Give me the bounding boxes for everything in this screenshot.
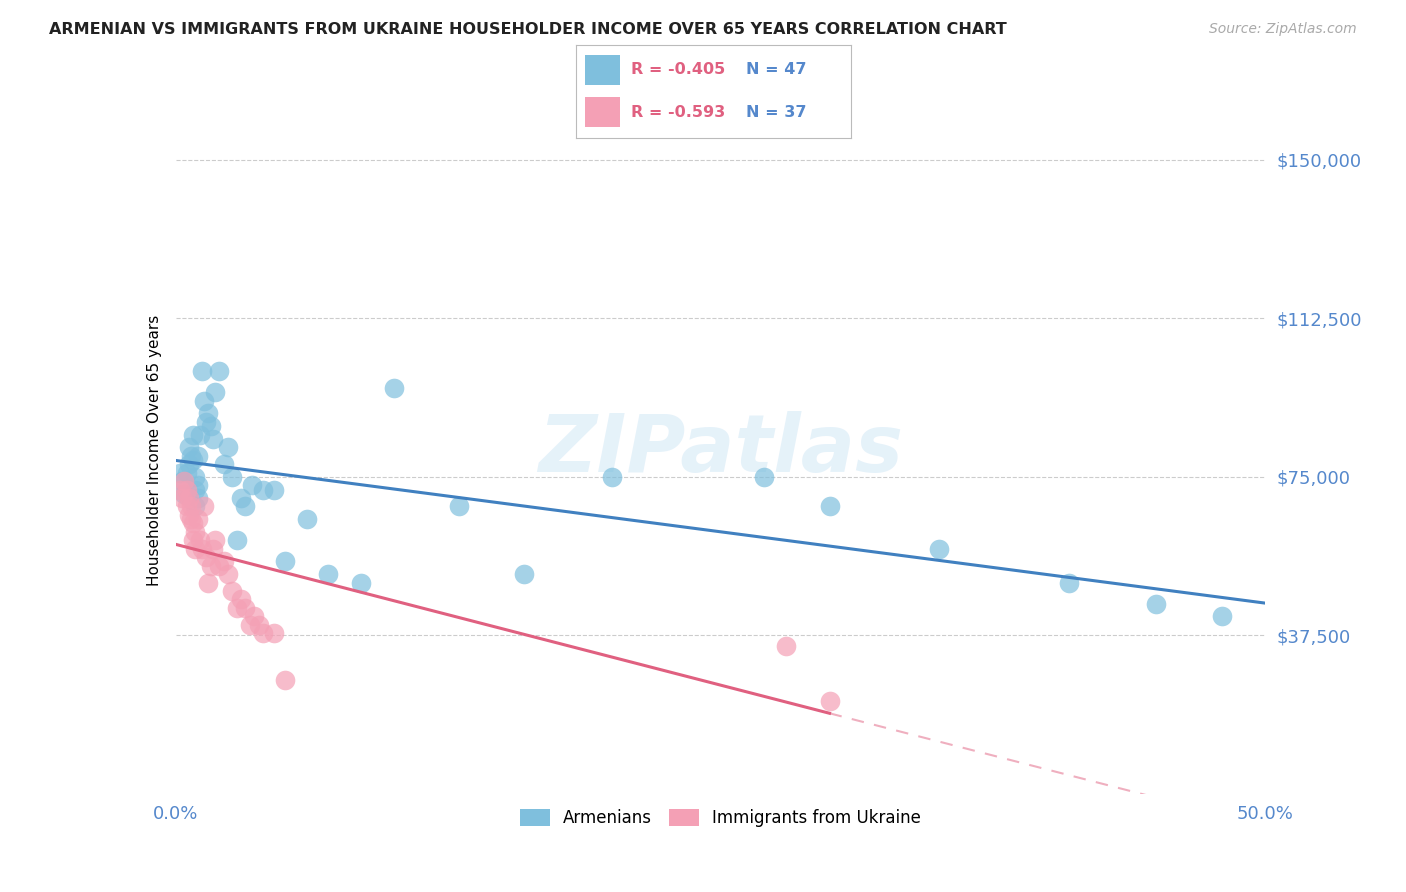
Point <box>173 487 195 501</box>
Text: Source: ZipAtlas.com: Source: ZipAtlas.com <box>1209 22 1357 37</box>
Y-axis label: Householder Income Over 65 years: Householder Income Over 65 years <box>146 315 162 586</box>
Point <box>186 449 209 463</box>
Point <box>212 554 235 568</box>
Point <box>188 533 211 548</box>
Point <box>217 567 239 582</box>
Point <box>176 483 198 497</box>
Point <box>181 453 204 467</box>
Point <box>197 575 219 590</box>
Point <box>252 483 274 497</box>
Point <box>212 457 235 471</box>
Point <box>1144 597 1167 611</box>
Point <box>193 393 215 408</box>
Point <box>180 500 202 514</box>
Text: ARMENIAN VS IMMIGRANTS FROM UKRAINE HOUSEHOLDER INCOME OVER 65 YEARS CORRELATION: ARMENIAN VS IMMIGRANTS FROM UKRAINE HOUS… <box>49 22 1007 37</box>
Point <box>235 500 257 514</box>
Point <box>295 512 318 526</box>
Point <box>195 550 218 565</box>
Point <box>186 491 209 505</box>
Point <box>193 500 215 514</box>
Point <box>928 541 950 556</box>
Point <box>1057 575 1080 590</box>
Text: ZIPatlas: ZIPatlas <box>538 411 903 490</box>
Point <box>186 478 209 492</box>
Point <box>200 419 222 434</box>
Point <box>176 500 198 514</box>
Point <box>225 601 247 615</box>
Point <box>184 483 207 497</box>
Point <box>382 381 405 395</box>
Point <box>184 470 207 484</box>
Point <box>247 617 270 632</box>
Point <box>181 533 204 548</box>
Point <box>172 474 194 488</box>
Text: R = -0.593: R = -0.593 <box>631 104 725 120</box>
Point <box>274 554 297 568</box>
Point <box>263 626 285 640</box>
Point <box>188 427 211 442</box>
Point <box>447 500 470 514</box>
Point <box>263 483 285 497</box>
Point <box>177 491 200 505</box>
Point <box>243 609 266 624</box>
Point <box>350 575 373 590</box>
Point <box>176 466 198 480</box>
Point <box>177 508 200 522</box>
Point <box>180 449 202 463</box>
Point <box>169 466 191 480</box>
Point <box>235 601 257 615</box>
Point <box>252 626 274 640</box>
Point <box>239 617 262 632</box>
Point <box>754 470 776 484</box>
Point <box>1211 609 1233 624</box>
Text: N = 47: N = 47 <box>747 62 807 78</box>
Point <box>195 415 218 429</box>
Point <box>191 364 214 378</box>
Text: N = 37: N = 37 <box>747 104 807 120</box>
Point <box>208 364 231 378</box>
Point <box>208 558 231 573</box>
Point <box>818 694 841 708</box>
Point <box>240 478 263 492</box>
Point <box>173 474 195 488</box>
Point <box>274 673 297 687</box>
Point <box>221 584 243 599</box>
Point <box>201 432 224 446</box>
Point <box>217 440 239 454</box>
Point <box>184 500 207 514</box>
Text: R = -0.405: R = -0.405 <box>631 62 725 78</box>
Legend: Armenians, Immigrants from Ukraine: Armenians, Immigrants from Ukraine <box>513 802 928 834</box>
Point <box>221 470 243 484</box>
Point <box>600 470 623 484</box>
Point <box>169 483 191 497</box>
Point <box>204 385 226 400</box>
Point <box>201 541 224 556</box>
Point <box>197 407 219 421</box>
Point <box>231 491 253 505</box>
Point <box>181 516 204 531</box>
Point <box>225 533 247 548</box>
Point <box>191 541 214 556</box>
Point <box>200 558 222 573</box>
Point <box>184 541 207 556</box>
Point <box>172 491 194 505</box>
Point <box>186 512 209 526</box>
FancyBboxPatch shape <box>585 55 620 85</box>
FancyBboxPatch shape <box>585 97 620 127</box>
Point <box>231 592 253 607</box>
Point <box>184 524 207 539</box>
Point <box>180 512 202 526</box>
Point <box>177 457 200 471</box>
Point <box>181 427 204 442</box>
Point <box>818 500 841 514</box>
Point <box>177 440 200 454</box>
Point <box>513 567 536 582</box>
Point <box>775 639 797 653</box>
Point <box>318 567 340 582</box>
Point <box>204 533 226 548</box>
